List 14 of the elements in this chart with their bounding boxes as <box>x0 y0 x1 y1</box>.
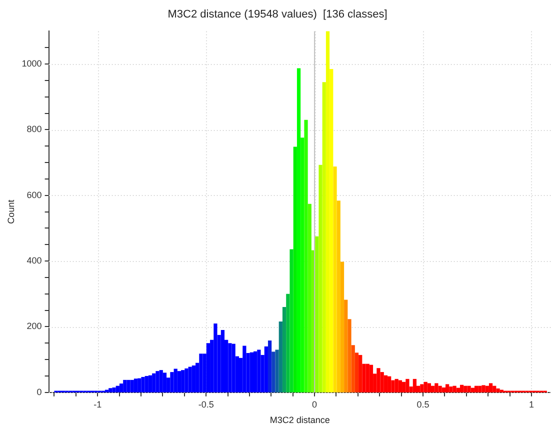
x-tick-label: -0.5 <box>198 399 214 410</box>
x-axis-title: M3C2 distance <box>270 415 330 426</box>
x-tick-label: 1 <box>528 399 534 410</box>
y-tick-label: 600 <box>26 190 42 200</box>
y-axis-title: Count <box>6 199 16 224</box>
y-tick-label: 0 <box>36 386 42 397</box>
chart-title: M3C2 distance (19548 values) [136 classes] <box>168 8 388 21</box>
y-tick-label: 200 <box>26 321 42 332</box>
x-tick-label: 0 <box>312 399 318 410</box>
x-tick-label: 0.5 <box>416 399 430 410</box>
x-tick-label: -1 <box>94 399 102 410</box>
y-tick-label: 400 <box>26 256 42 266</box>
y-tick-label: 800 <box>26 124 42 134</box>
y-tick-label: 1000 <box>22 58 42 69</box>
